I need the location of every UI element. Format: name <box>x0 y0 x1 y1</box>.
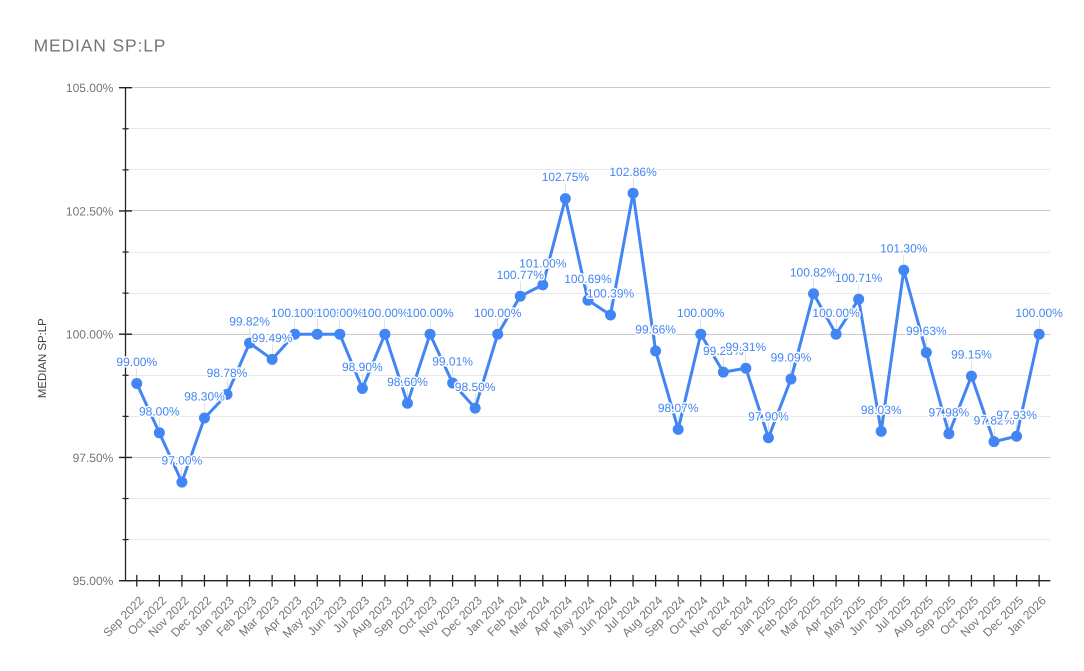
svg-text:100.71%: 100.71% <box>835 271 883 285</box>
svg-text:98.90%: 98.90% <box>342 360 383 374</box>
svg-text:100.00%: 100.00% <box>66 328 114 342</box>
svg-text:100.39%: 100.39% <box>587 287 635 301</box>
svg-text:100.77%: 100.77% <box>497 268 545 282</box>
svg-text:98.30%: 98.30% <box>184 390 225 404</box>
svg-text:100.69%: 100.69% <box>564 272 612 286</box>
svg-text:97.00%: 97.00% <box>162 454 203 468</box>
svg-text:99.15%: 99.15% <box>951 348 992 362</box>
svg-text:95.00%: 95.00% <box>73 574 114 588</box>
svg-text:99.82%: 99.82% <box>229 315 270 329</box>
svg-text:100.00%: 100.00% <box>406 306 454 320</box>
svg-text:99.63%: 99.63% <box>906 324 947 338</box>
svg-text:102.75%: 102.75% <box>542 170 590 184</box>
svg-text:98.60%: 98.60% <box>387 375 428 389</box>
svg-text:98.78%: 98.78% <box>207 366 248 380</box>
svg-text:97.50%: 97.50% <box>73 451 114 465</box>
svg-text:100.00%: 100.00% <box>677 306 725 320</box>
svg-text:97.93%: 97.93% <box>996 408 1037 422</box>
svg-text:98.00%: 98.00% <box>139 404 180 418</box>
svg-text:100.00%: 100.00% <box>361 306 409 320</box>
svg-text:100.00%: 100.00% <box>271 306 319 320</box>
svg-text:100.00%: 100.00% <box>474 306 522 320</box>
svg-text:97.98%: 97.98% <box>929 405 970 419</box>
svg-text:99.66%: 99.66% <box>635 323 676 337</box>
svg-text:105.00%: 105.00% <box>66 81 114 95</box>
svg-text:99.23%: 99.23% <box>703 344 744 358</box>
svg-text:97.82%: 97.82% <box>974 413 1015 427</box>
svg-text:98.50%: 98.50% <box>455 380 496 394</box>
svg-text:98.03%: 98.03% <box>861 403 902 417</box>
svg-text:99.09%: 99.09% <box>771 351 812 365</box>
svg-text:MEDIAN SP:LP: MEDIAN SP:LP <box>34 36 167 56</box>
svg-text:97.90%: 97.90% <box>748 409 789 423</box>
svg-text:99.49%: 99.49% <box>252 331 293 345</box>
svg-text:MEDIAN SP:LP: MEDIAN SP:LP <box>37 318 49 398</box>
svg-text:100.00%: 100.00% <box>812 306 860 320</box>
svg-text:100.00%: 100.00% <box>1015 306 1063 320</box>
svg-text:102.50%: 102.50% <box>66 204 114 218</box>
svg-text:99.01%: 99.01% <box>432 355 473 369</box>
svg-text:100.00%: 100.00% <box>294 306 342 320</box>
svg-text:99.31%: 99.31% <box>726 340 767 354</box>
svg-text:98.07%: 98.07% <box>658 401 699 415</box>
svg-text:100.00%: 100.00% <box>316 306 364 320</box>
svg-text:100.82%: 100.82% <box>790 265 838 279</box>
svg-text:99.00%: 99.00% <box>116 355 157 369</box>
svg-text:101.30%: 101.30% <box>880 242 928 256</box>
svg-text:101.00%: 101.00% <box>519 257 567 271</box>
svg-text:102.86%: 102.86% <box>609 165 657 179</box>
